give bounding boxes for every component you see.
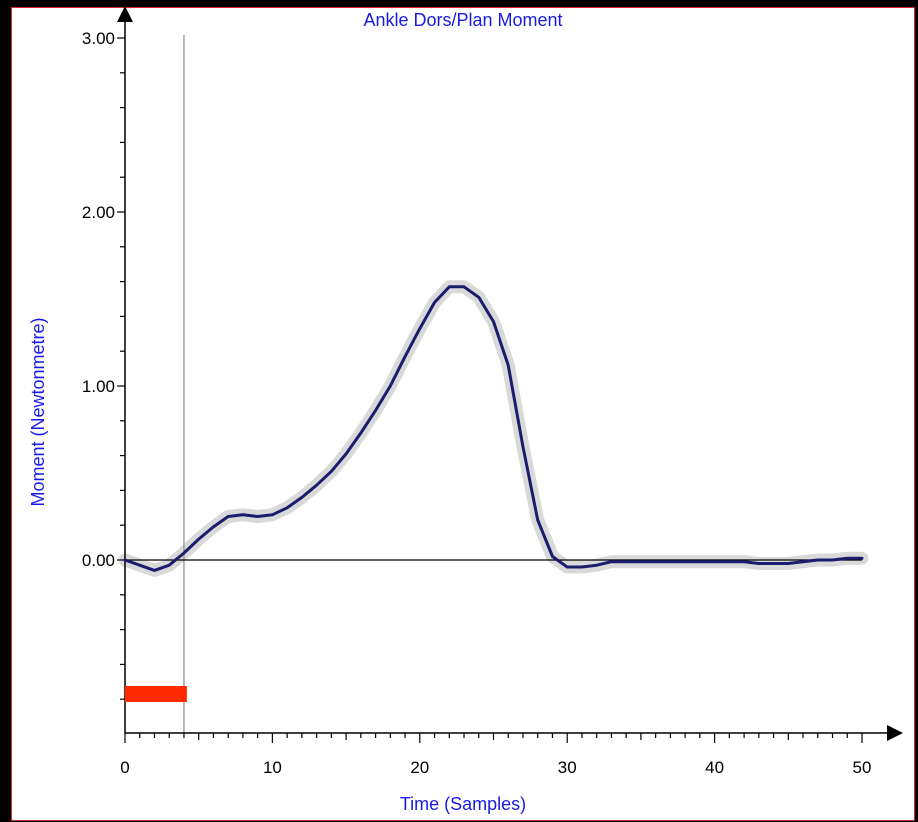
y-tick-label: 1.00 <box>82 377 115 396</box>
x-tick-label: 30 <box>558 758 577 777</box>
x-tick-label: 40 <box>705 758 724 777</box>
series-layer <box>123 285 864 572</box>
y-tick-label: 0.00 <box>82 551 115 570</box>
x-axis-arrow <box>887 725 903 741</box>
y-axis-arrow <box>117 6 133 22</box>
x-tick-label: 20 <box>410 758 429 777</box>
chart-title: Ankle Dors/Plan Moment <box>363 10 562 30</box>
series-line <box>123 285 864 572</box>
y-tick-label: 2.00 <box>82 203 115 222</box>
y-axis-label: Moment (Newtonmetre) <box>28 317 48 506</box>
x-tick-label: 10 <box>263 758 282 777</box>
variability-band <box>118 280 869 577</box>
axes: 0.00 1.00 2.00 3.00 0 10 20 30 40 50 <box>82 6 903 777</box>
y-tick-label: 3.00 <box>82 29 115 48</box>
x-tick-label: 0 <box>120 758 129 777</box>
stance-bar <box>125 685 187 702</box>
x-tick-label: 50 <box>853 758 872 777</box>
x-axis-label: Time (Samples) <box>400 794 526 814</box>
variability-band-layer <box>118 280 869 577</box>
chart-panel <box>11 7 915 821</box>
